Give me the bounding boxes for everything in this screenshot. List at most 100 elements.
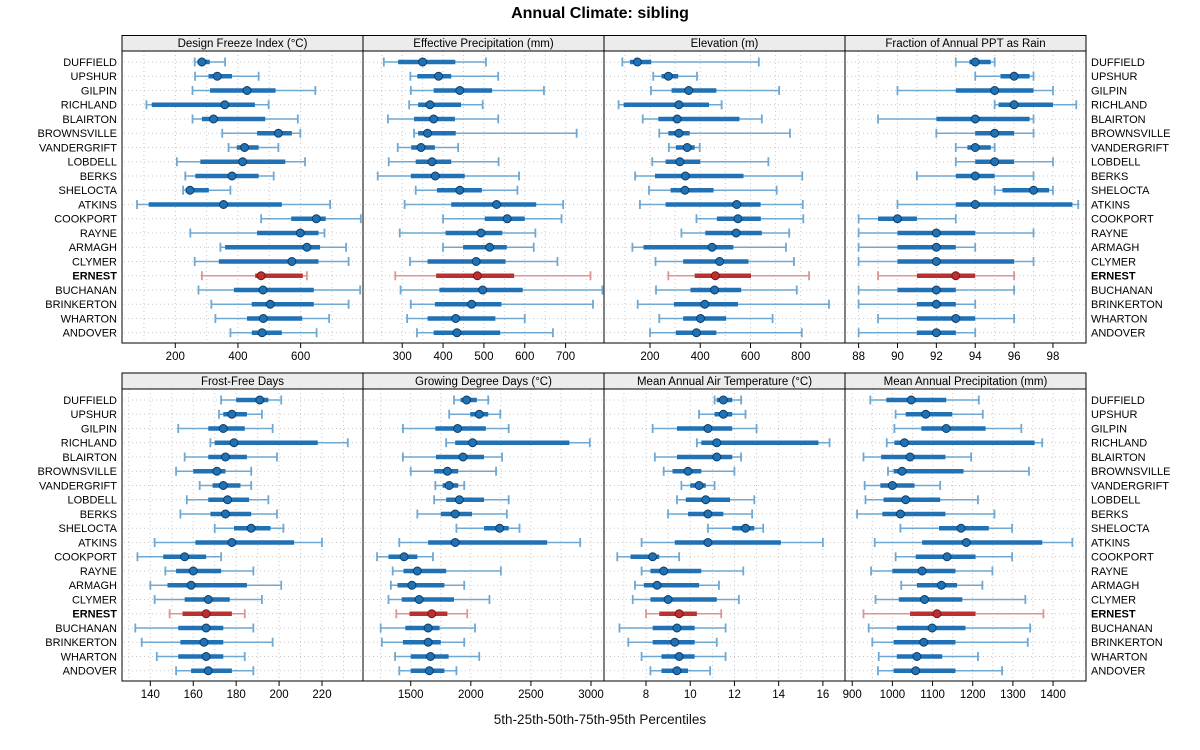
median-dot xyxy=(462,395,472,405)
median-dot xyxy=(912,652,922,661)
axis-tick-label: 94 xyxy=(969,351,982,363)
station-label-right-atkins: ATKINS xyxy=(1091,199,1130,211)
station-label-right-rayne: RAYNE xyxy=(1091,566,1128,578)
median-dot xyxy=(442,466,452,476)
station-label-right-clymer: CLYMER xyxy=(1091,594,1136,606)
percentile-row-wharton xyxy=(658,314,774,323)
percentile-row-clymer xyxy=(631,595,740,604)
percentile-row-duffield xyxy=(954,57,996,67)
station-label-left-vandergrift: VANDERGRIFT xyxy=(39,142,117,154)
axis-tick-label: 400 xyxy=(433,351,452,363)
station-label-right-cookport: COOKPORT xyxy=(1091,552,1154,564)
median-dot xyxy=(468,438,478,448)
median-dot xyxy=(897,466,907,476)
percentile-row-brownsville xyxy=(221,128,302,138)
median-dot xyxy=(895,509,905,519)
percentile-row-ernest xyxy=(394,271,592,281)
axis-tick-label: 16 xyxy=(816,689,829,701)
panel-border xyxy=(121,50,364,344)
station-label-left-blairton: BLAIRTON xyxy=(62,452,117,464)
axis-tick-label: 1000 xyxy=(880,689,906,701)
percentile-row-duffield xyxy=(713,395,742,405)
percentile-row-buchanan xyxy=(197,285,362,295)
percentile-row-rayne xyxy=(680,228,791,238)
percentile-row-brinkerton xyxy=(380,637,466,647)
station-label-left-atkins: ATKINS xyxy=(78,537,117,549)
percentile-row-upshur xyxy=(974,71,1035,81)
station-label-right-lobdell: LOBDELL xyxy=(1091,495,1141,507)
median-dot xyxy=(917,566,927,576)
station-label-left-brownsville: BROWNSVILLE xyxy=(38,128,117,140)
median-dot xyxy=(427,609,437,619)
median-dot xyxy=(707,242,717,252)
median-dot xyxy=(906,395,916,405)
panel-growing-degree-days-c-: Growing Degree Days (°C) 1500 2000 2500 3000 xyxy=(362,372,605,701)
panel-mean-annual-precipitation-mm-: Mean Annual Precipitation (mm) 900 1000 110… xyxy=(843,372,1087,701)
median-dot xyxy=(212,466,222,476)
percentile-row-andover xyxy=(649,666,712,676)
percentile-row-ernest xyxy=(645,609,723,619)
percentile-row-wharton xyxy=(640,652,727,661)
axis-tick-label: 12 xyxy=(728,689,741,701)
median-dot xyxy=(733,214,743,224)
percentile-row-shelocta xyxy=(455,523,521,533)
panel-border xyxy=(603,50,846,344)
median-dot xyxy=(455,185,465,195)
median-dot xyxy=(732,200,742,209)
percentile-row-armagh xyxy=(442,242,535,252)
station-label-right-berks: BERKS xyxy=(1091,171,1128,183)
median-dot xyxy=(311,214,321,224)
strip-title: Frost-Free Days xyxy=(201,376,284,388)
station-label-right-clymer: CLYMER xyxy=(1091,256,1136,268)
median-dot xyxy=(931,257,941,266)
strip-title: Mean Annual Precipitation (mm) xyxy=(884,376,1048,388)
percentile-row-armagh xyxy=(149,580,283,590)
percentile-row-atkins xyxy=(896,200,1080,209)
percentile-row-brownsville xyxy=(935,128,1035,138)
percentile-row-vandergrift xyxy=(227,143,280,152)
percentile-row-andover xyxy=(175,666,255,676)
percentile-row-brownsville xyxy=(658,128,791,138)
axis-tick-label: 800 xyxy=(791,351,810,363)
median-dot xyxy=(712,452,722,462)
station-label-right-upshur: UPSHUR xyxy=(1091,71,1138,83)
percentile-row-atkins xyxy=(873,538,1074,547)
percentile-row-vandergrift xyxy=(396,143,460,152)
percentile-row-atkins xyxy=(136,200,331,209)
station-label-left-lobdell: LOBDELL xyxy=(67,157,117,169)
percentile-row-clymer xyxy=(193,257,350,266)
station-label-right-andover: ANDOVER xyxy=(1091,666,1145,678)
station-label-left-duffield: DUFFIELD xyxy=(63,57,117,69)
percentile-row-duffield xyxy=(220,395,283,405)
median-dot xyxy=(220,100,230,110)
median-dot xyxy=(951,271,961,281)
station-label-right-armagh: ARMAGH xyxy=(1091,242,1139,254)
percentile-row-blairton xyxy=(402,452,503,462)
median-dot xyxy=(485,242,495,252)
median-dot xyxy=(718,395,728,405)
percentile-row-berks xyxy=(184,171,275,181)
axis-tick-label: 88 xyxy=(852,351,865,363)
median-dot xyxy=(701,495,711,505)
median-dot xyxy=(471,257,481,266)
panel-border xyxy=(603,388,846,682)
median-dot xyxy=(674,128,684,138)
station-label-left-gilpin: GILPIN xyxy=(81,85,117,97)
percentile-row-blairton xyxy=(862,452,973,462)
station-label-left-rayne: RAYNE xyxy=(80,566,117,578)
percentile-row-armagh xyxy=(900,580,984,590)
percentile-row-clymer xyxy=(387,595,491,604)
axis-tick-label: 98 xyxy=(1047,351,1060,363)
median-dot xyxy=(258,314,268,323)
median-dot xyxy=(240,143,250,152)
percentile-row-berks xyxy=(179,509,278,519)
percentile-row-wharton xyxy=(214,314,331,323)
median-dot xyxy=(892,214,902,224)
percentile-row-lobdell xyxy=(433,495,510,505)
panel-fraction-of-annual-ppt-as-rain: Fraction of Annual PPT as Rain 88 90 92 94 96… xyxy=(844,35,1087,363)
station-label-left-atkins: ATKINS xyxy=(78,199,117,211)
median-dot xyxy=(423,637,433,647)
percentile-row-rayne xyxy=(164,566,255,576)
percentile-row-atkins xyxy=(403,200,565,209)
